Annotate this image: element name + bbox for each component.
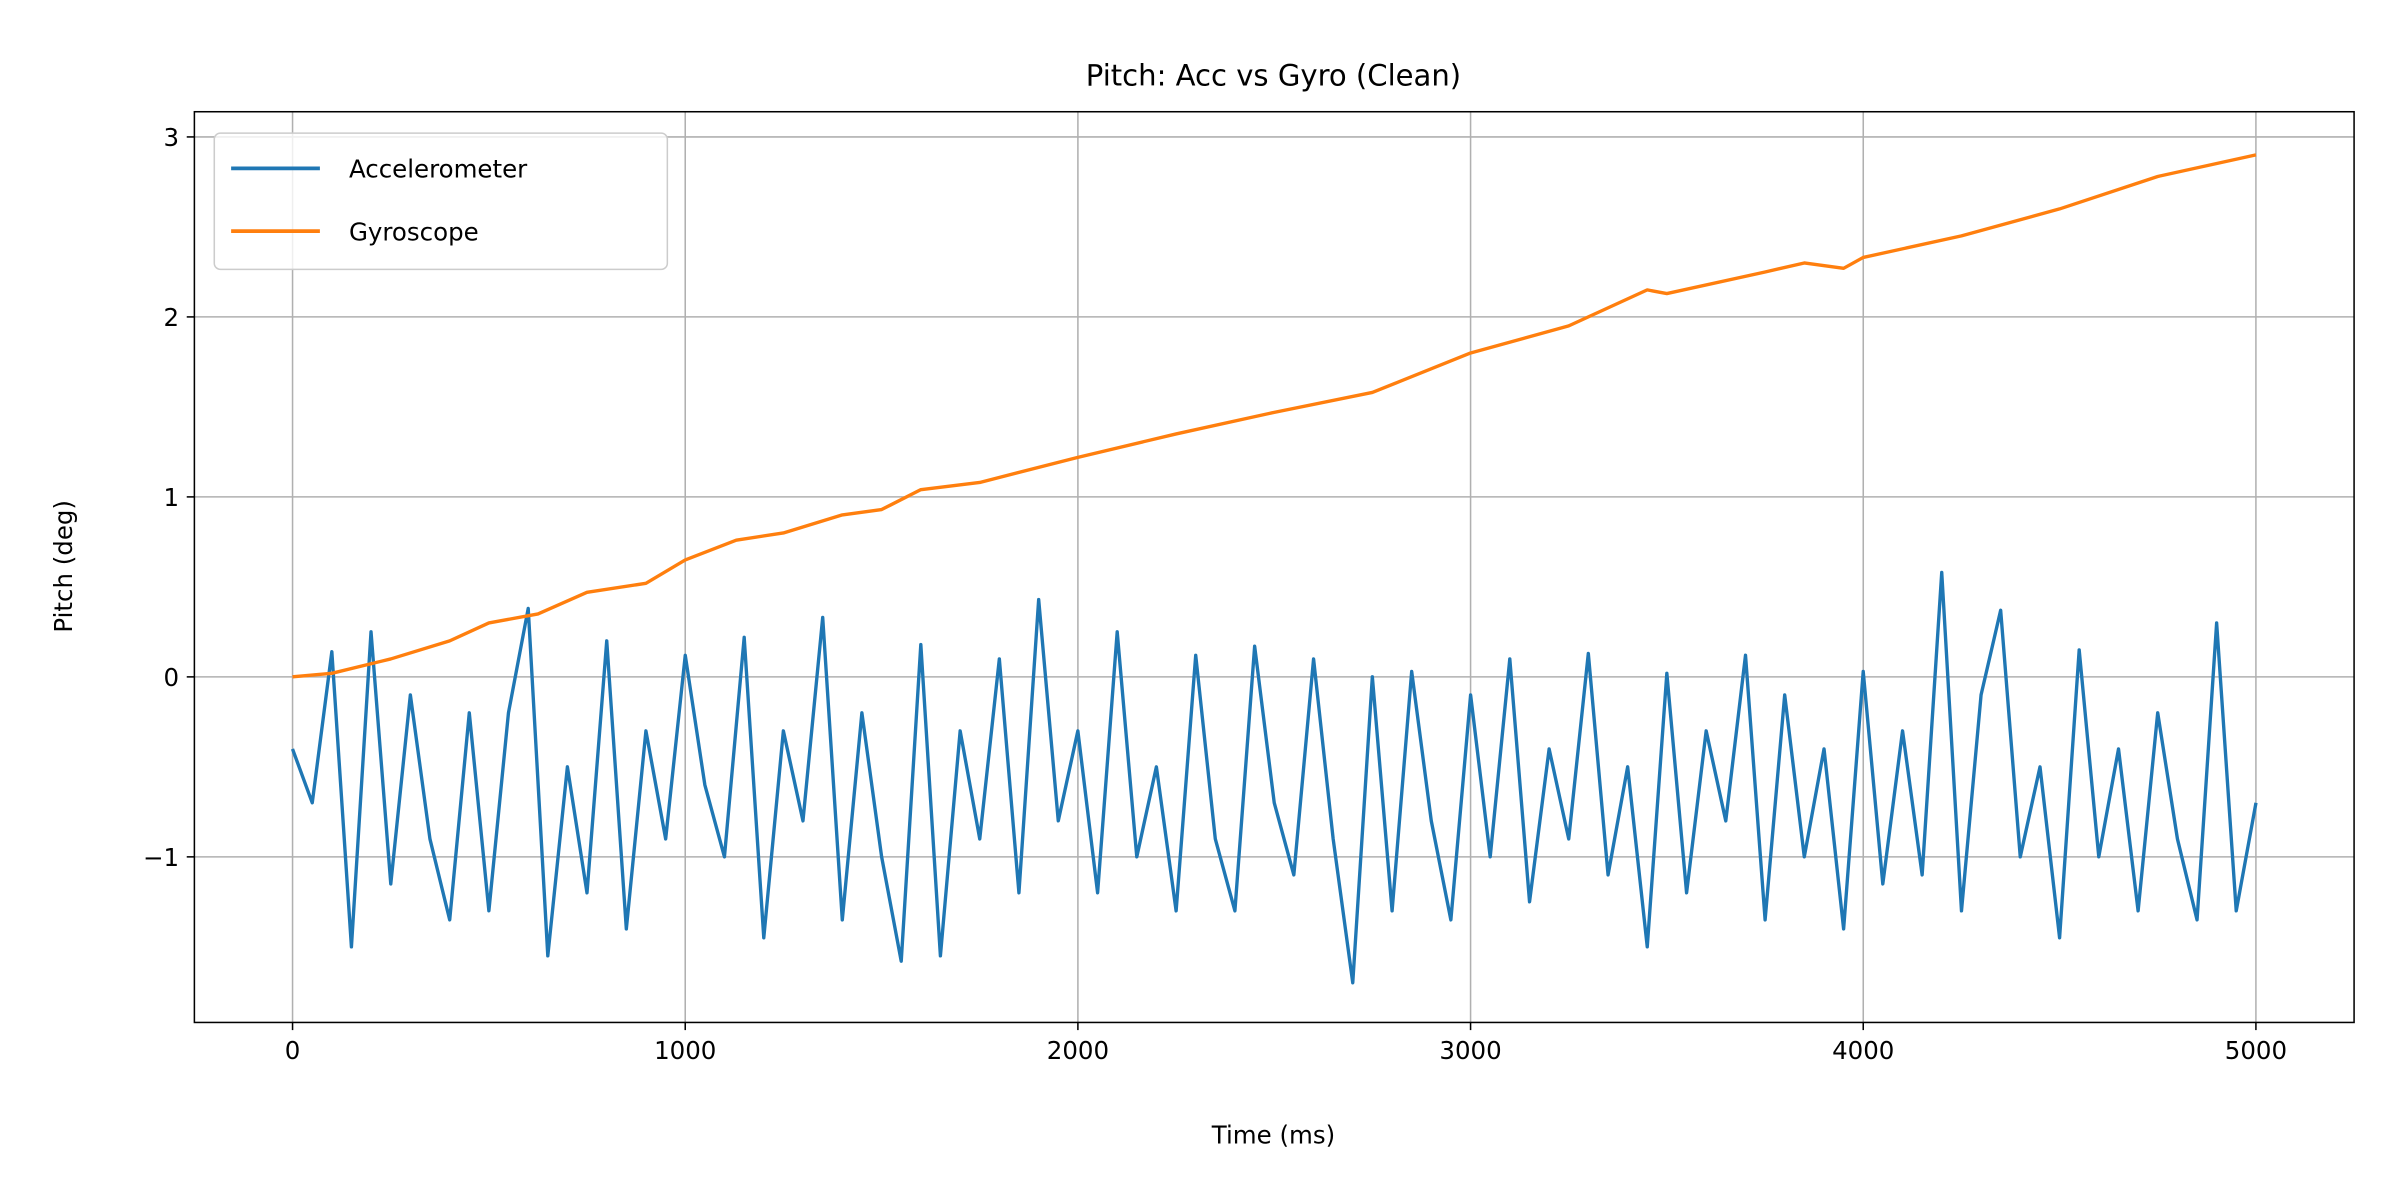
series-line-gyroscope [292,153,2257,679]
legend-label-gyroscope: Gyroscope [349,217,479,246]
y-tick-label: 0 [164,663,180,692]
series-line-accelerometer [290,570,2258,985]
x-tick-label: 5000 [2225,1036,2287,1065]
x-tick-label: 3000 [1439,1036,1501,1065]
ticks: 0 1000 2000 3000 4000 5000 −1 0 1 2 3 [143,123,2287,1065]
x-tick-label: 0 [285,1036,301,1065]
x-tick-label: 4000 [1832,1036,1894,1065]
legend: Accelerometer Gyroscope [213,132,669,271]
y-tick-label: −1 [143,843,179,872]
y-axis-label: Pitch (deg) [49,500,78,633]
y-tick-label: 2 [164,303,180,332]
legend-label-accelerometer: Accelerometer [349,155,528,184]
chart-title: Pitch: Acc vs Gyro (Clean) [1086,59,1461,93]
legend-box [213,132,669,271]
x-tick-label: 1000 [654,1036,716,1065]
y-tick-label: 3 [164,123,180,152]
plot-frame [193,110,2355,1024]
x-axis-label: Time (ms) [1211,1120,1335,1149]
series-lines [290,153,2258,985]
y-tick-label: 1 [164,483,180,512]
x-tick-label: 2000 [1047,1036,1109,1065]
